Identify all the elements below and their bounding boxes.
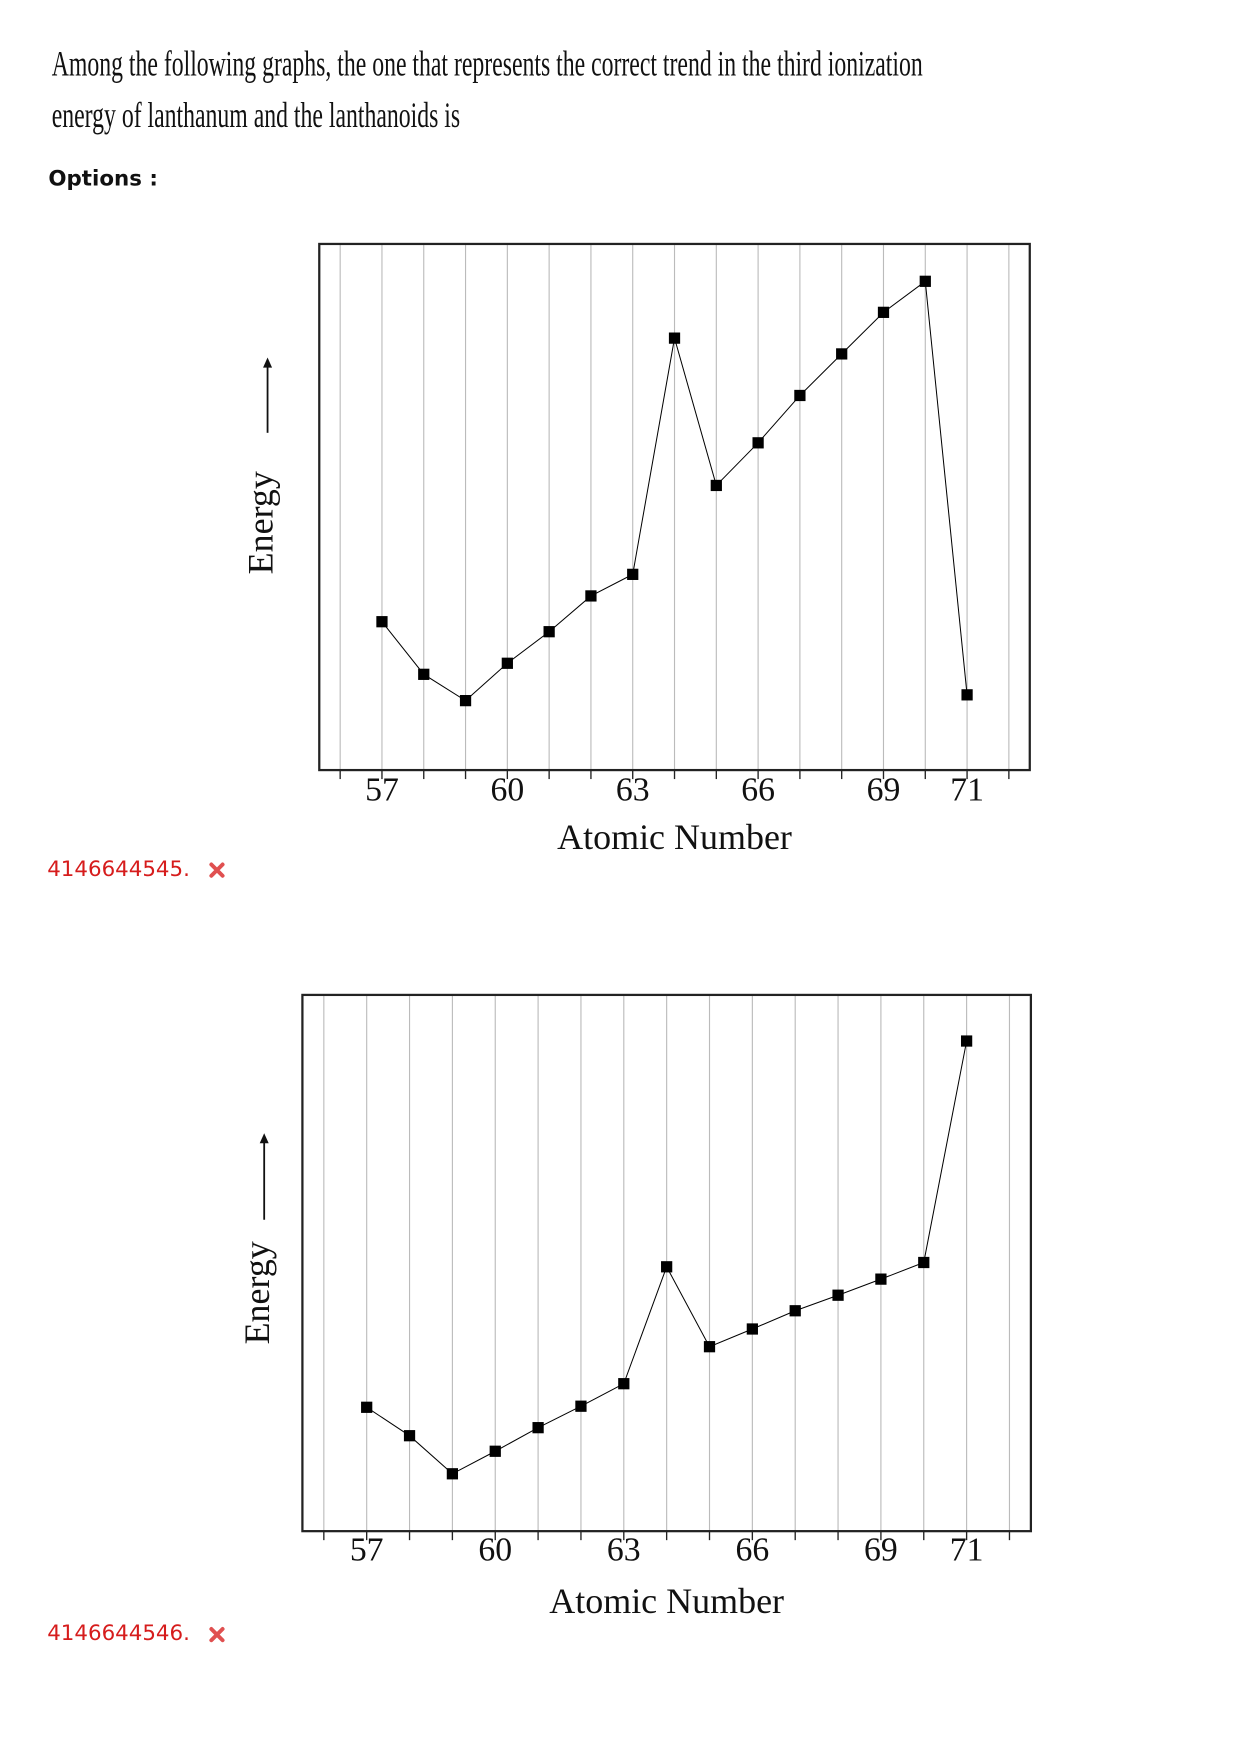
option-id: 4146644546.	[47, 1621, 190, 1646]
data-point	[403, 1430, 416, 1442]
data-point	[710, 479, 722, 492]
data-point	[575, 1400, 587, 1412]
y-axis-title: Energy	[240, 471, 280, 574]
plot-frame	[318, 242, 1031, 772]
x-tick-label: 66	[741, 771, 775, 808]
question-line: Among the following graphs, the one that…	[51, 42, 923, 84]
arrow-head	[263, 357, 273, 368]
data-point	[836, 348, 848, 360]
chart: 57 60 63 66 69 71 Atomic Number Energy	[237, 993, 1033, 1621]
data-point	[961, 689, 973, 701]
x-tick-label: 69	[864, 1531, 898, 1568]
data-point	[794, 389, 806, 402]
x-axis-title: Atomic Number	[557, 817, 792, 857]
plot-frame	[301, 993, 1033, 1533]
data-point	[877, 306, 890, 318]
data-point	[832, 1289, 844, 1301]
data-point	[585, 590, 597, 602]
data-point	[627, 568, 639, 580]
data-point	[668, 332, 681, 344]
data-point	[376, 616, 388, 628]
x-tick-label: 71	[950, 1531, 984, 1568]
y-axis-title: Energy	[237, 1241, 277, 1344]
data-point	[746, 1323, 758, 1335]
data-point	[752, 437, 764, 449]
data-point	[532, 1422, 544, 1434]
x-tick-label: 63	[607, 1531, 641, 1568]
data-point	[875, 1273, 887, 1285]
x-tick-label: 63	[616, 771, 650, 808]
x-tick-label: 57	[350, 1531, 384, 1568]
data-point	[618, 1378, 630, 1390]
data-point	[789, 1305, 801, 1317]
x-axis-title: Atomic Number	[549, 1581, 784, 1621]
data-point	[501, 657, 513, 669]
x-tick-label: 66	[735, 1531, 769, 1568]
data-point	[543, 626, 555, 638]
options-label: Options :	[48, 166, 158, 192]
data-point	[960, 1035, 973, 1047]
chart: 57 60 63 66 69 71 Atomic Number Energy	[240, 242, 1031, 857]
data-point	[361, 1401, 373, 1413]
arrow-head	[259, 1133, 269, 1144]
data-point	[446, 1468, 459, 1480]
wrong-icon	[209, 862, 225, 878]
data-point	[919, 275, 931, 287]
data-point	[918, 1256, 930, 1269]
x-tick-label: 60	[490, 771, 524, 808]
question-line: energy of lanthanum and the lanthanoids …	[51, 94, 461, 135]
data-point	[459, 695, 472, 707]
wrong-icon	[209, 1626, 225, 1643]
x-tick-label: 57	[365, 771, 399, 808]
x-tick-label: 69	[867, 771, 901, 808]
option-id: 4146644545.	[47, 856, 190, 882]
x-tick-label: 71	[950, 771, 984, 808]
data-point	[418, 668, 430, 680]
data-point	[703, 1341, 716, 1353]
x-tick-label: 60	[478, 1531, 512, 1568]
data-point	[489, 1445, 501, 1457]
data-point	[661, 1261, 673, 1273]
